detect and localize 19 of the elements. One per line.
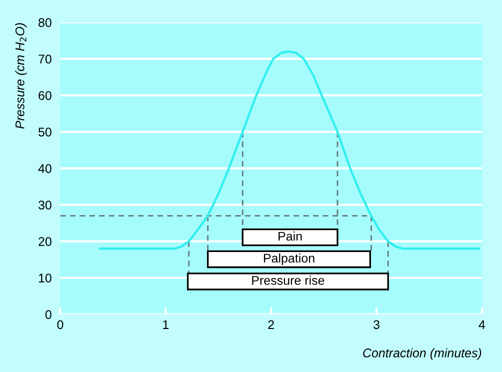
y-tick-label: 10 xyxy=(38,274,52,282)
series-label: Palpation xyxy=(264,253,314,266)
y-tick-label: 50 xyxy=(38,128,52,136)
y-tick-label: 80 xyxy=(38,18,52,27)
y-tick-label: 30 xyxy=(38,200,52,210)
y-tick-label: 40 xyxy=(38,164,52,173)
y-tick-label: 20 xyxy=(38,237,52,246)
x-tick-label: 0 xyxy=(57,320,64,330)
x-tick-label: 2 xyxy=(268,320,274,329)
series-label: Pain xyxy=(278,231,302,241)
x-tick-label: 3 xyxy=(374,320,380,330)
x-axis-title: Contraction (minutes) xyxy=(363,348,482,360)
y-tick-label: 70 xyxy=(38,54,52,64)
x-tick-label: 4 xyxy=(478,320,486,329)
x-tick-label: 1 xyxy=(163,320,169,329)
y-axis-title: Pressure (cm H$_{2}$O) xyxy=(15,23,27,129)
series-label: Pressure rise xyxy=(252,276,324,285)
y-tick-label: 60 xyxy=(38,91,52,100)
y-tick-label: 0 xyxy=(45,310,52,319)
